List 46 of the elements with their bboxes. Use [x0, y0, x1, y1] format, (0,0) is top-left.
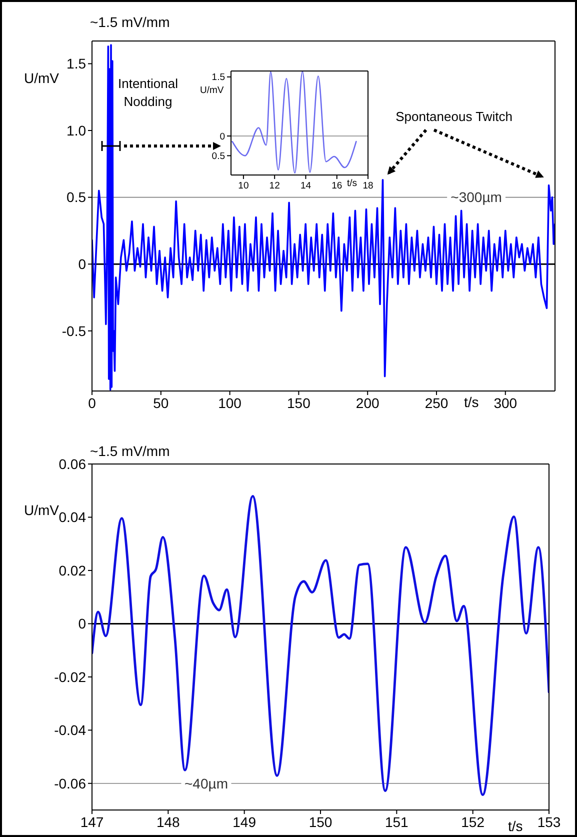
x-tick-label: 50 — [153, 395, 169, 412]
chart-title: ~1.5 mV/mm — [90, 14, 170, 30]
y-tick-label: 0.06 — [58, 456, 86, 472]
x-tick-label: 18 — [362, 180, 374, 192]
x-tick-label: 150 — [308, 814, 332, 830]
y-tick-label: 1.5 — [212, 72, 225, 84]
y-tick-label: 1.0 — [66, 122, 86, 138]
y-tick-label: 1.5 — [66, 56, 86, 72]
x-tick-label: 12 — [269, 180, 280, 192]
x-axis-title: t/s — [508, 818, 523, 834]
y-axis-title: U/mV — [24, 70, 59, 86]
ref-line-label: ~300µm — [450, 189, 502, 206]
x-tick-label: 100 — [218, 395, 242, 412]
y-tick-label: 0.04 — [58, 509, 86, 526]
x-tick-label: 150 — [287, 395, 311, 412]
x-tick-label: 0 — [88, 395, 96, 412]
y-tick-label: -0.04 — [54, 722, 86, 738]
y-axis-title: U/mV — [24, 502, 59, 518]
y-tick-label: 0 — [78, 616, 86, 632]
y-tick-label: 0 — [220, 131, 225, 142]
x-tick-label: 153 — [537, 814, 561, 830]
y-tick-label: -0.02 — [54, 668, 86, 685]
x-tick-label: 147 — [80, 814, 104, 830]
x-tick-label: 14 — [300, 180, 312, 192]
x-tick-label: 16 — [332, 180, 342, 192]
x-tick-label: 300 — [494, 395, 518, 412]
x-tick-label: 148 — [156, 814, 180, 830]
y-tick-label: 0.5 — [66, 189, 86, 206]
x-axis-title: t/s — [347, 178, 358, 189]
x-tick-label: 151 — [384, 814, 409, 830]
x-tick-label: 250 — [424, 395, 448, 412]
y-tick-label: -0.5 — [62, 322, 86, 339]
x-tick-label: 10 — [238, 180, 249, 192]
ref-line-label: ~40µm — [184, 775, 228, 792]
chart-title: ~1.5 mV/mm — [90, 443, 170, 459]
annotation: Spontaneous Twitch — [394, 108, 514, 126]
x-tick-label: 149 — [232, 814, 256, 830]
x-tick-label: 152 — [461, 814, 485, 830]
y-tick-label: 0.02 — [58, 562, 86, 578]
annotation: Intentional Nodding — [117, 75, 179, 111]
y-axis-title: U/mV — [200, 85, 224, 96]
x-tick-label: 200 — [356, 395, 380, 412]
y-tick-label: 0.5 — [212, 151, 225, 162]
x-axis-title: t/s — [464, 394, 479, 410]
y-tick-label: 0 — [78, 256, 86, 272]
y-tick-label: -0.06 — [54, 775, 86, 792]
